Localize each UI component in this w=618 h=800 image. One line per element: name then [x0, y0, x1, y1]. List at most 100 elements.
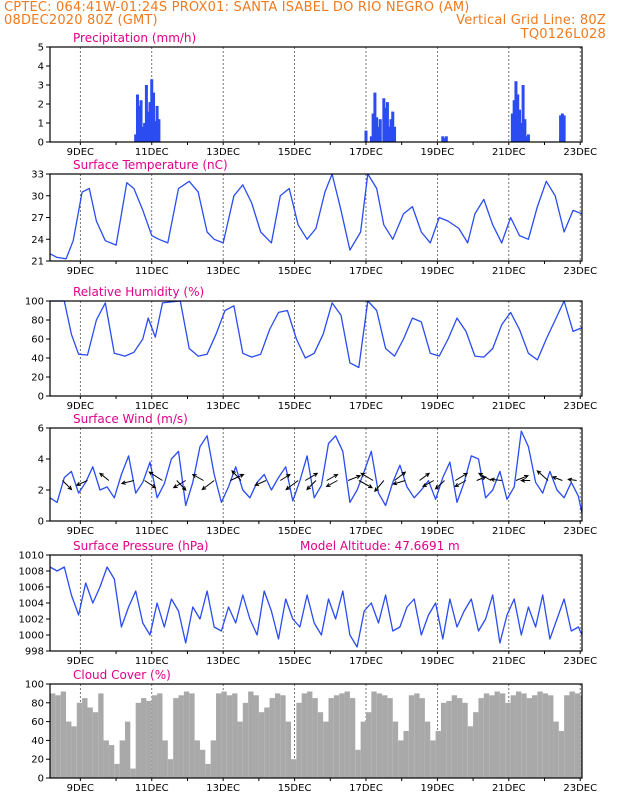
cloud-panel: 0 20 40 60 80 100 9DEC 11DEC 13DEC 15DEC 17DEC 19DE… — [25, 668, 597, 794]
cloud-column — [489, 695, 495, 778]
cloud-column — [82, 698, 88, 778]
precip-y-tick-label: 0 — [38, 138, 44, 149]
cloud-column — [76, 702, 83, 778]
precip-bar — [143, 123, 147, 142]
temperature-x-tick-label: 13DEC — [206, 266, 240, 277]
cloud-column — [376, 693, 383, 778]
cloud-column — [205, 763, 211, 778]
cloud-y-tick-label: 20 — [31, 755, 44, 766]
cloud-y-tick-label: 0 — [38, 774, 44, 785]
cloud-x-tick-label: 17DEC — [349, 783, 383, 794]
cloud-column — [301, 693, 308, 778]
cloud-column — [157, 693, 163, 778]
pressure-x-tick-label: 13DEC — [206, 656, 240, 667]
cloud-column — [146, 700, 152, 778]
cloud-column — [569, 691, 575, 778]
precip-bar — [387, 126, 391, 142]
header-grid-line: Vertical Grid Line: 80Z — [456, 13, 606, 28]
wind-vector — [520, 478, 531, 483]
cloud-column — [248, 691, 254, 778]
pressure-panel: 998 1000 1002 1004 1006 1008 1010 9DEC 11DEC 13DE… — [19, 539, 598, 667]
precip-bar — [525, 136, 529, 142]
cloud-column — [494, 691, 500, 778]
precip-y-tick-label: 1 — [38, 119, 44, 130]
precip-bar — [384, 107, 388, 142]
precip-bar — [150, 79, 154, 142]
wind-vector — [326, 473, 339, 481]
wind-vector — [422, 480, 435, 488]
temperature-x-tick-label: 21DEC — [492, 266, 526, 277]
cloud-column — [440, 702, 447, 778]
cloud-column — [258, 712, 265, 778]
cloud-column — [392, 721, 399, 778]
cloud-column — [328, 698, 334, 778]
wind-vector — [434, 480, 445, 490]
cloud-column — [419, 698, 425, 778]
cloud-column — [60, 691, 67, 778]
cloud-y-tick-label: 40 — [31, 736, 44, 747]
precip-bar — [514, 81, 518, 142]
cloud-column — [216, 693, 222, 778]
wind-vector — [477, 472, 492, 481]
temperature-line — [49, 173, 583, 260]
cloud-x-tick-label: 19DEC — [421, 783, 455, 794]
pressure-y-tick-label: 998 — [25, 647, 44, 658]
cloud-column — [108, 745, 115, 778]
precip-bar — [139, 100, 143, 142]
wind-vector — [454, 480, 467, 488]
header-date: 08DEC2020 80Z (GMT) — [4, 13, 158, 28]
cloud-column — [178, 695, 184, 778]
precip-bar — [441, 136, 445, 142]
cloud-column — [232, 693, 238, 778]
wind-vector — [306, 480, 317, 491]
cloud-column — [574, 693, 581, 778]
cloud-column — [162, 740, 168, 778]
cloud-column — [135, 702, 142, 778]
cloud-column — [542, 693, 549, 778]
precip-y-tick-label: 5 — [38, 43, 44, 54]
cloud-title: Cloud Cover (%) — [73, 668, 171, 682]
humidity-x-tick-label: 21DEC — [492, 401, 526, 412]
pressure-line — [49, 566, 583, 648]
precip-bar — [376, 126, 380, 142]
wind-vector — [231, 470, 242, 481]
cloud-column — [226, 695, 233, 778]
humidity-x-tick-label: 23DEC — [563, 401, 597, 412]
cloud-column — [462, 702, 468, 778]
cloud-column — [194, 740, 200, 778]
cloud-column — [221, 691, 227, 778]
precip-bar — [141, 126, 145, 142]
cloud-x-tick-label: 13DEC — [206, 783, 240, 794]
wind-vector — [148, 471, 163, 481]
precip-bar — [562, 115, 566, 142]
humidity-y-tick-label: 20 — [31, 373, 44, 384]
pressure-y-tick-label: 1002 — [19, 615, 44, 626]
temperature-y-tick-label: 24 — [31, 235, 44, 246]
humidity-y-tick-label: 80 — [31, 316, 44, 327]
temperature-x-tick-label: 23DEC — [563, 266, 597, 277]
cloud-column — [141, 698, 147, 778]
wind-vector — [172, 480, 186, 489]
precip-bar — [389, 119, 393, 142]
cloud-column — [414, 693, 420, 778]
cloud-column — [66, 721, 72, 778]
cloud-column — [323, 721, 329, 778]
temperature-x-tick-label: 19DEC — [421, 266, 455, 277]
wind-vector — [176, 480, 187, 491]
temperature-x-tick-label: 15DEC — [278, 266, 312, 277]
precip-x-tick-label: 11DEC — [135, 147, 169, 158]
humidity-y-tick-label: 100 — [25, 297, 44, 308]
pressure-x-tick-label: 9DEC — [67, 656, 94, 667]
cloud-column — [515, 691, 522, 778]
cloud-column — [253, 695, 259, 778]
cloud-column — [553, 721, 559, 778]
wind-vector — [305, 472, 319, 481]
pressure-x-tick-label: 15DEC — [278, 656, 312, 667]
cloud-column — [360, 721, 366, 778]
cloud-column — [296, 702, 302, 778]
precip-y-tick-label: 2 — [38, 100, 44, 111]
wind-y-tick-label: 6 — [38, 424, 44, 435]
header-run-id: TQ0126L028 — [520, 27, 606, 42]
wind-x-tick-label: 19DEC — [421, 526, 455, 537]
cloud-column — [307, 691, 313, 778]
